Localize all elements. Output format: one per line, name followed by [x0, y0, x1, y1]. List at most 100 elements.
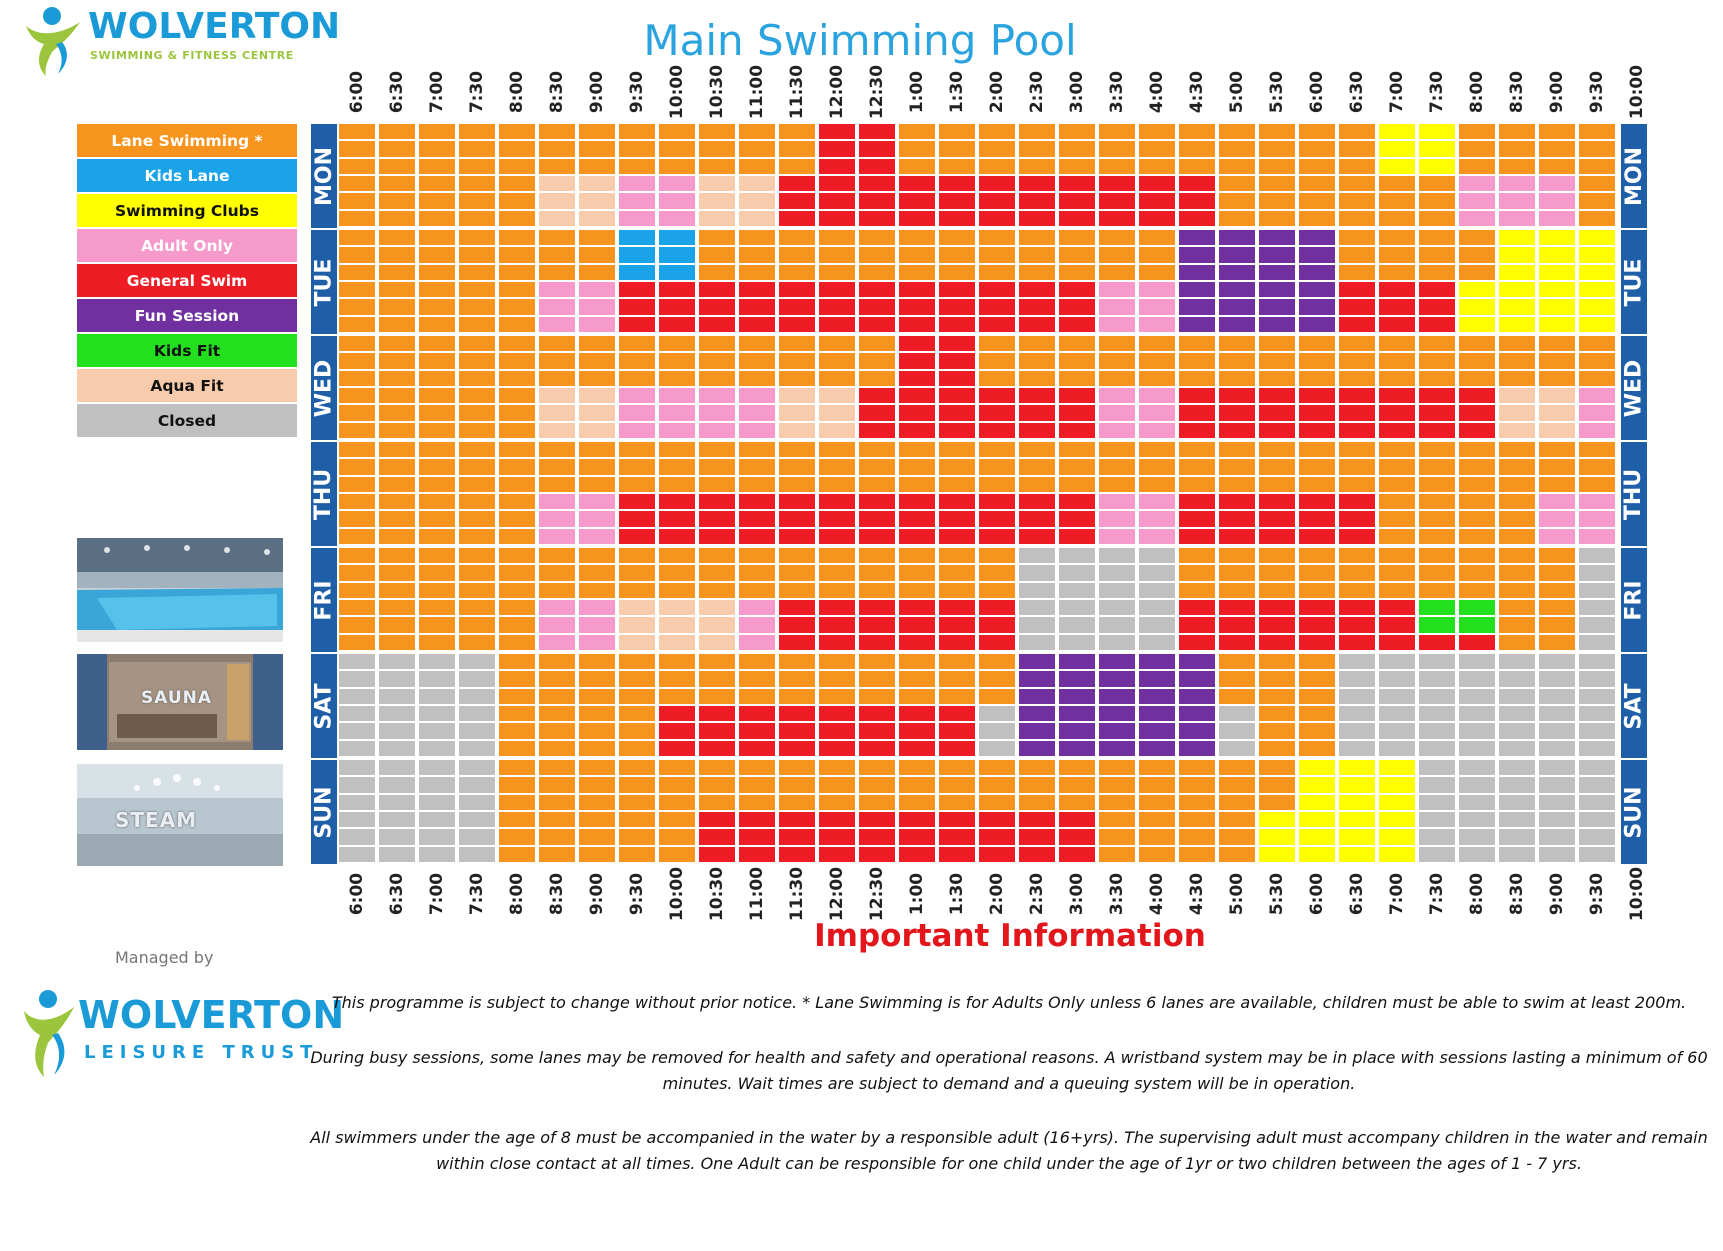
lane-6 [1379, 528, 1415, 544]
lane-6 [459, 528, 495, 544]
lane-2 [1059, 671, 1095, 687]
lane-4 [379, 176, 415, 192]
lane-4 [1059, 176, 1095, 192]
lane-4 [619, 706, 655, 722]
lane-1 [339, 654, 375, 670]
lane-1 [499, 654, 535, 670]
lane-1 [1259, 654, 1295, 670]
lane-1 [1219, 336, 1255, 352]
slot-sun-730 [459, 760, 499, 864]
slot-sun-800 [1459, 760, 1499, 864]
slot-mon-1200 [819, 124, 859, 228]
lane-5 [1259, 829, 1295, 845]
lane-5 [1539, 723, 1575, 739]
lane-5 [1459, 511, 1495, 527]
lane-2 [1419, 777, 1455, 793]
lane-4 [579, 494, 615, 510]
lane-5 [1179, 511, 1215, 527]
slot-sun-600 [339, 760, 379, 864]
lane-6 [939, 316, 975, 332]
lane-5 [459, 723, 495, 739]
lane-3 [539, 158, 575, 174]
lane-1 [1539, 230, 1575, 246]
slot-thu-1000 [659, 442, 699, 546]
lane-4 [819, 282, 855, 298]
lane-2 [699, 671, 735, 687]
lane-4 [1539, 176, 1575, 192]
lane-1 [1059, 230, 1095, 246]
lane-3 [579, 264, 615, 280]
lane-4 [539, 176, 575, 192]
lane-1 [1499, 336, 1535, 352]
lane-6 [659, 528, 695, 544]
slot-tue-1200 [819, 230, 859, 334]
lane-2 [659, 671, 695, 687]
lane-6 [459, 210, 495, 226]
lane-2 [1219, 247, 1255, 263]
day-label-sat-left: SAT [311, 654, 337, 758]
lane-1 [1339, 442, 1375, 458]
lane-2 [1339, 671, 1375, 687]
slot-mon-930 [1579, 124, 1619, 228]
slot-tue-100 [899, 230, 939, 334]
lane-5 [1099, 511, 1135, 527]
lane-5 [1059, 405, 1095, 421]
lane-5 [379, 829, 415, 845]
lane-5 [859, 829, 895, 845]
lane-6 [659, 316, 695, 332]
logo-sub-text: SWIMMING & FITNESS CENTRE [90, 49, 294, 62]
lane-6 [459, 740, 495, 756]
page-title: Main Swimming Pool [643, 16, 1077, 65]
lane-1 [619, 442, 655, 458]
lane-4 [1539, 494, 1575, 510]
slot-tue-800 [499, 230, 539, 334]
lane-4 [1419, 706, 1455, 722]
time-label: 2:30 [1017, 866, 1057, 922]
lane-3 [1019, 370, 1055, 386]
slot-fri-1030 [699, 548, 739, 652]
lane-1 [379, 654, 415, 670]
lane-4 [859, 176, 895, 192]
time-label-text: 7:30 [1427, 70, 1447, 114]
lane-1 [1299, 230, 1335, 246]
lane-4 [979, 706, 1015, 722]
lane-4 [1139, 388, 1175, 404]
lane-4 [659, 706, 695, 722]
slot-tue-800 [1459, 230, 1499, 334]
lane-3 [1579, 582, 1615, 598]
lane-6 [659, 634, 695, 650]
lane-3 [779, 158, 815, 174]
lane-4 [1579, 388, 1615, 404]
lane-1 [659, 124, 695, 140]
lane-3 [1139, 582, 1175, 598]
lane-6 [1499, 740, 1535, 756]
slot-sun-730 [1419, 760, 1459, 864]
lane-2 [1139, 353, 1175, 369]
time-label: 1:00 [897, 64, 937, 120]
slot-wed-600 [1299, 336, 1339, 440]
lane-2 [939, 353, 975, 369]
slot-sun-630 [379, 760, 419, 864]
slot-sat-830 [1499, 654, 1539, 758]
lane-1 [1379, 442, 1415, 458]
slot-sat-1100 [739, 654, 779, 758]
slot-sun-630 [1339, 760, 1379, 864]
lane-6 [1499, 634, 1535, 650]
lane-1 [1379, 760, 1415, 776]
slot-sat-700 [1379, 654, 1419, 758]
lane-5 [859, 193, 895, 209]
lane-5 [619, 723, 655, 739]
lane-6 [739, 422, 775, 438]
lane-5 [1339, 829, 1375, 845]
lane-6 [1099, 422, 1135, 438]
lane-5 [779, 511, 815, 527]
lane-5 [659, 405, 695, 421]
lane-5 [699, 511, 735, 527]
lane-1 [939, 124, 975, 140]
slot-sun-130 [939, 760, 979, 864]
lane-1 [1059, 548, 1095, 564]
slot-mon-700 [419, 124, 459, 228]
lane-4 [979, 176, 1015, 192]
slot-sat-330 [1099, 654, 1139, 758]
slot-thu-900 [579, 442, 619, 546]
